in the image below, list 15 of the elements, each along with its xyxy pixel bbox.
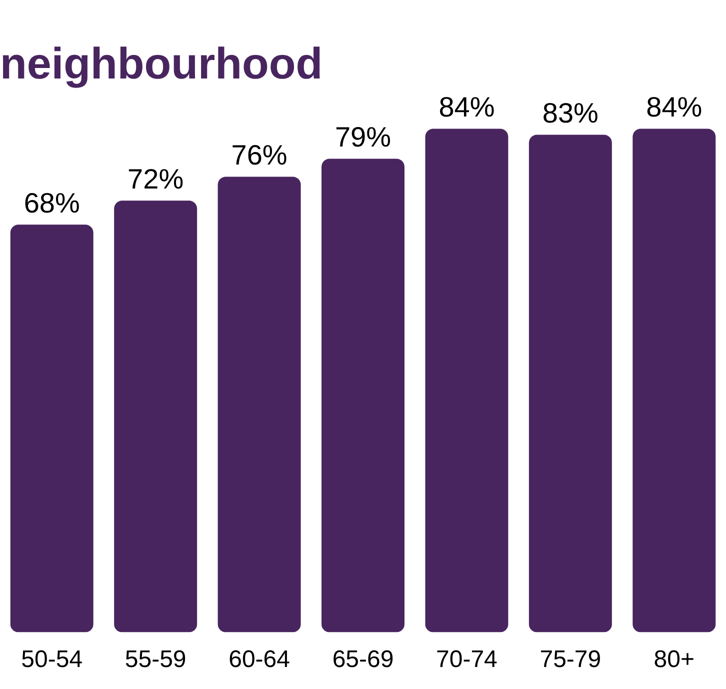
data-label: 83% <box>542 97 598 128</box>
x-tick-label: 55-59 <box>124 646 186 674</box>
x-tick-label: 75-79 <box>540 646 602 674</box>
data-label: 84% <box>438 91 495 122</box>
data-label: 76% <box>231 139 288 170</box>
chart-title: neighbourhood <box>0 40 323 89</box>
data-label: 84% <box>646 91 702 122</box>
data-label: 79% <box>334 121 392 152</box>
data-label: 72% <box>128 163 184 194</box>
x-tick-label: 80+ <box>654 646 694 674</box>
x-tick-label: 50-54 <box>21 646 83 674</box>
x-tick-label: 60-64 <box>228 646 290 674</box>
data-label: 68% <box>24 187 80 218</box>
x-tick-label: 65-69 <box>332 646 394 674</box>
x-tick-label: 70-74 <box>436 646 498 674</box>
